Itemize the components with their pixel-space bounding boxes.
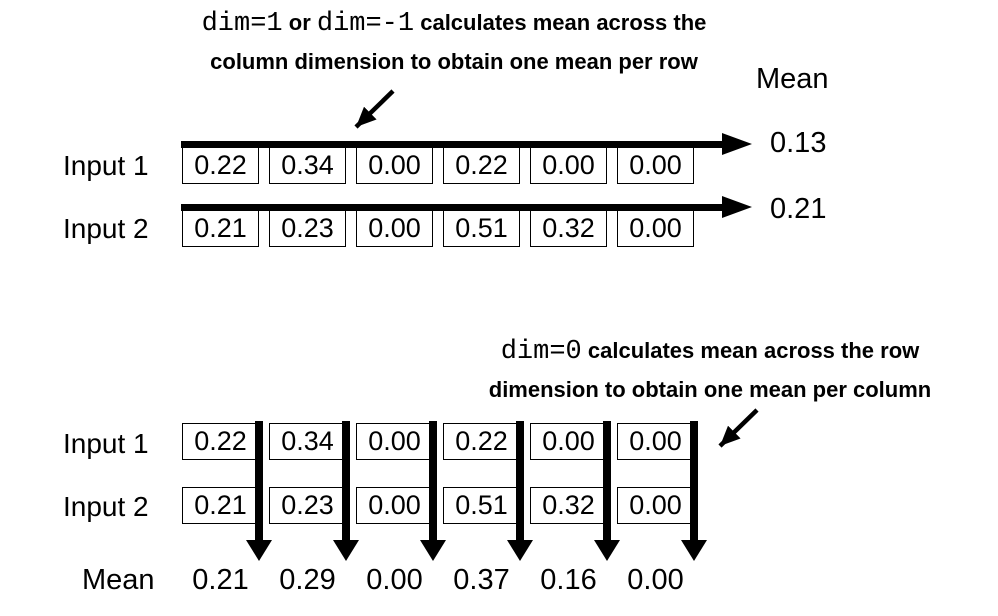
cell: 0.00 (530, 423, 607, 460)
col4-down-arrow-icon (507, 540, 533, 561)
cell: 0.00 (356, 147, 433, 184)
mean-column-header: Mean (756, 63, 829, 95)
cell: 0.22 (182, 147, 259, 184)
cell: 0.22 (443, 147, 520, 184)
top-heading: dim=1 or dim=-1 calculates mean across t… (148, 4, 760, 81)
cell: 0.00 (617, 423, 694, 460)
col3-mean-value: 0.00 (366, 564, 423, 596)
col3-down-arrow-shaft (429, 421, 437, 540)
cell: 0.00 (356, 487, 433, 524)
col5-down-arrow-shaft (603, 421, 611, 540)
top-heading-line1: dim=1 or dim=-1 calculates mean across t… (148, 4, 760, 43)
cell: 0.34 (269, 147, 346, 184)
top-row1-cells: 0.22 0.34 0.00 0.22 0.00 0.00 (182, 147, 694, 184)
bottom-row2-label: Input 2 (63, 491, 149, 522)
cell: 0.21 (182, 487, 259, 524)
cell: 0.34 (269, 423, 346, 460)
col5-mean-value: 0.16 (540, 564, 597, 596)
bottom-annotation-arrow-icon (718, 408, 759, 448)
col1-down-arrow-shaft (255, 421, 263, 540)
cell: 0.00 (530, 147, 607, 184)
cell: 0.32 (530, 210, 607, 247)
top-heading-sep: or (288, 10, 311, 35)
bottom-heading-rest: calculates mean across the row (587, 338, 920, 363)
col4-down-arrow-shaft (516, 421, 524, 540)
bottom-heading-line1: dim=0 calculates mean across the row (430, 332, 990, 371)
top-row2-cells: 0.21 0.23 0.00 0.51 0.32 0.00 (182, 210, 694, 247)
col1-mean-value: 0.21 (192, 564, 249, 596)
cell: 0.51 (443, 487, 520, 524)
row2-mean-value: 0.21 (770, 193, 827, 225)
cell: 0.23 (269, 210, 346, 247)
top-row1-label: Input 1 (63, 150, 149, 181)
cell: 0.51 (443, 210, 520, 247)
col6-down-arrow-shaft (690, 421, 698, 540)
cell: 0.32 (530, 487, 607, 524)
col4-mean-value: 0.37 (453, 564, 510, 596)
row2-right-arrow-shaft (181, 204, 722, 211)
cell: 0.00 (617, 487, 694, 524)
cell: 0.22 (182, 423, 259, 460)
bottom-row2-cells: 0.21 0.23 0.00 0.51 0.32 0.00 (182, 487, 694, 524)
cell: 0.21 (182, 210, 259, 247)
code-dim-neg1: dim=-1 (316, 9, 415, 39)
cell: 0.00 (617, 210, 694, 247)
col2-down-arrow-icon (333, 540, 359, 561)
cell: 0.00 (617, 147, 694, 184)
col2-mean-value: 0.29 (279, 564, 336, 596)
cell: 0.00 (356, 210, 433, 247)
col1-down-arrow-icon (246, 540, 272, 561)
col5-down-arrow-icon (594, 540, 620, 561)
cell: 0.23 (269, 487, 346, 524)
col2-down-arrow-shaft (342, 421, 350, 540)
row2-right-arrow-icon (722, 196, 752, 218)
top-annotation-arrow-icon (354, 89, 395, 129)
code-dim-1: dim=1 (201, 9, 283, 39)
bottom-row1-cells: 0.22 0.34 0.00 0.22 0.00 0.00 (182, 423, 694, 460)
row1-right-arrow-icon (722, 133, 752, 155)
row1-right-arrow-shaft (181, 141, 722, 148)
code-dim-0: dim=0 (500, 337, 582, 367)
bottom-heading: dim=0 calculates mean across the row dim… (430, 332, 990, 409)
bottom-mean-label: Mean (82, 564, 155, 596)
top-heading-line2: column dimension to obtain one mean per … (210, 49, 698, 74)
col3-down-arrow-icon (420, 540, 446, 561)
cell: 0.00 (356, 423, 433, 460)
col6-mean-value: 0.00 (627, 564, 684, 596)
row1-mean-value: 0.13 (770, 127, 827, 159)
col6-down-arrow-icon (681, 540, 707, 561)
top-row2-label: Input 2 (63, 213, 149, 244)
top-heading-rest: calculates mean across the (420, 10, 707, 35)
bottom-heading-line2: dimension to obtain one mean per column (488, 377, 932, 402)
cell: 0.22 (443, 423, 520, 460)
bottom-row1-label: Input 1 (63, 428, 149, 459)
